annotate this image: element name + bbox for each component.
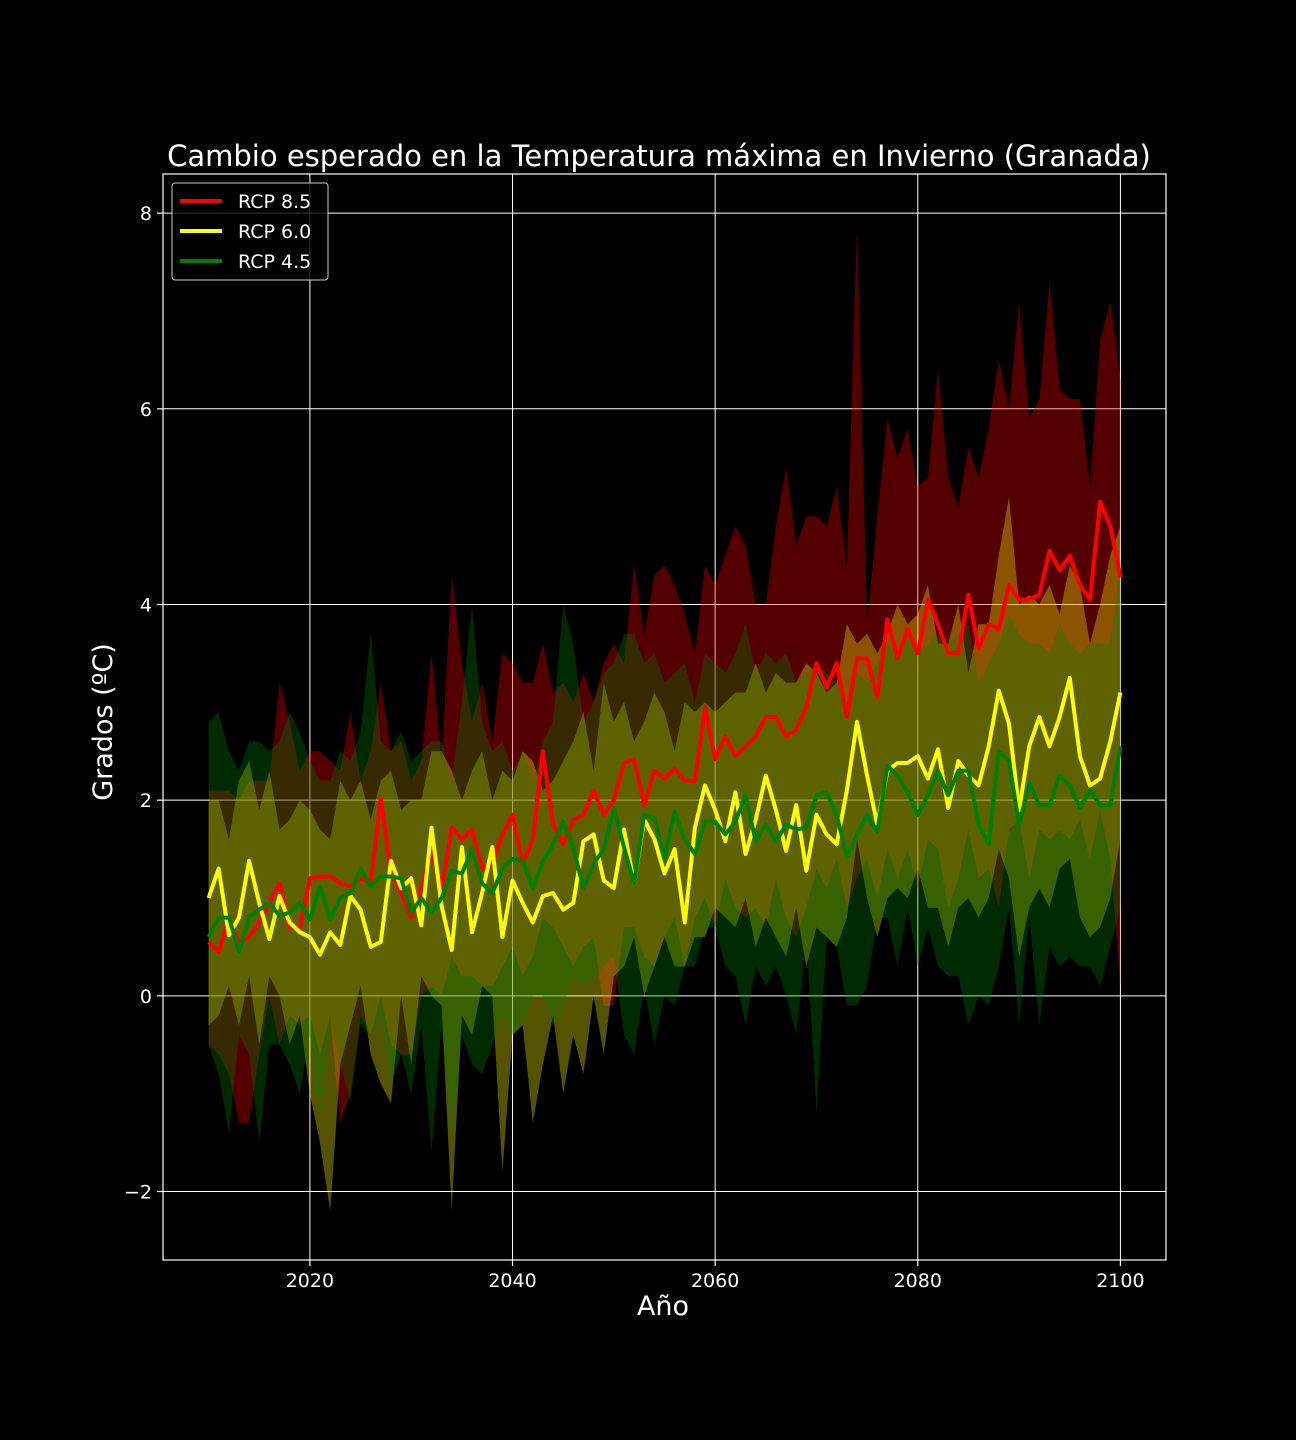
grid-layer [163,174,1166,1260]
chart-title: Cambio esperado en la Temperatura máxima… [167,139,1151,173]
tick-layer: 2020 2040 2060 2080 2100 −2 0 2 4 6 8 [124,203,1145,1292]
x-tick-label: 2020 [286,1270,334,1292]
legend-label-rcp-6-0: RCP 6.0 [238,221,311,243]
band-rcp-8-5 [208,222,1121,1123]
y-tick-label: −2 [124,1182,152,1204]
y-tick-label: 8 [140,203,152,225]
line-rcp-8-5 [207,499,1123,954]
legend-box [171,182,329,281]
y-tick-label: 4 [140,594,152,616]
legend: RCP 8.5 RCP 6.0 RCP 4.5 [171,182,329,281]
x-axis-label: Año [637,1291,689,1322]
y-tick-label: 6 [140,399,152,421]
x-tick-label: 2040 [488,1270,536,1292]
plot-frame [162,173,1167,1261]
line-rcp-4-5 [206,746,1123,954]
y-tick-label: 2 [140,790,152,812]
line-layer [206,499,1123,957]
x-tick-label: 2080 [894,1270,942,1292]
x-tick-label: 2100 [1096,1270,1144,1292]
legend-label-rcp-4-5: RCP 4.5 [238,251,311,273]
y-tick-label: 0 [140,986,152,1008]
legend-label-rcp-8-5: RCP 8.5 [238,191,311,213]
x-tick-label: 2060 [691,1270,739,1292]
y-axis-label: Grados (ºC) [88,643,119,801]
